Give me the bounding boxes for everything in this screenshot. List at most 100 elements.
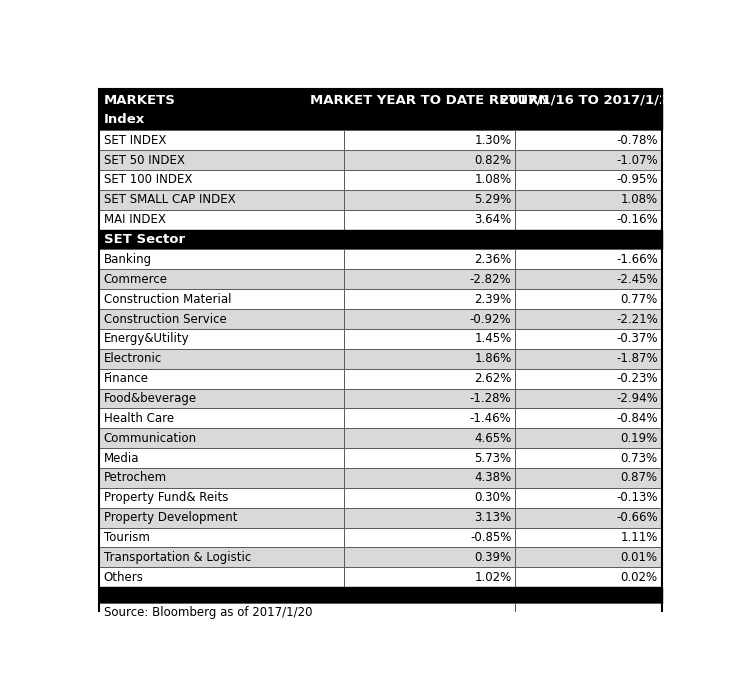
Bar: [515, 409, 662, 429]
Text: -0.84%: -0.84%: [616, 412, 657, 425]
Bar: [99, 250, 344, 270]
Bar: [99, 349, 344, 369]
Bar: [99, 270, 344, 289]
Text: -0.66%: -0.66%: [616, 511, 657, 524]
Text: Property Fund& Reits: Property Fund& Reits: [104, 491, 228, 504]
Bar: [344, 468, 515, 488]
Bar: [99, 89, 662, 130]
Bar: [99, 488, 344, 508]
Text: 0.82%: 0.82%: [474, 153, 511, 166]
Text: SET Sector: SET Sector: [104, 233, 185, 246]
Bar: [344, 250, 515, 270]
Bar: [515, 429, 662, 448]
Bar: [515, 389, 662, 409]
Bar: [99, 230, 662, 250]
Text: 0.87%: 0.87%: [620, 471, 657, 484]
Text: 1.45%: 1.45%: [474, 332, 511, 345]
Bar: [99, 130, 344, 150]
Text: 1.08%: 1.08%: [620, 193, 657, 206]
Text: 1.11%: 1.11%: [620, 531, 657, 544]
Text: 2017/1/16 TO 2017/1/20: 2017/1/16 TO 2017/1/20: [500, 94, 677, 107]
Bar: [515, 210, 662, 230]
Text: Property Development: Property Development: [104, 511, 237, 524]
Bar: [99, 409, 344, 429]
Text: SET 100 INDEX: SET 100 INDEX: [104, 173, 192, 186]
Text: SET 50 INDEX: SET 50 INDEX: [104, 153, 185, 166]
Text: -1.46%: -1.46%: [470, 412, 511, 425]
Bar: [515, 528, 662, 548]
Text: -1.07%: -1.07%: [616, 153, 657, 166]
Text: Banking: Banking: [104, 253, 151, 266]
Bar: [344, 289, 515, 309]
Bar: [344, 448, 515, 468]
Bar: [99, 150, 344, 170]
Bar: [344, 508, 515, 528]
Bar: [99, 429, 344, 448]
Bar: [515, 130, 662, 150]
Bar: [99, 389, 344, 409]
Bar: [99, 289, 344, 309]
Bar: [344, 389, 515, 409]
Bar: [99, 468, 344, 488]
Bar: [99, 190, 344, 210]
Bar: [515, 508, 662, 528]
Text: 0.39%: 0.39%: [474, 551, 511, 564]
Text: 1.02%: 1.02%: [474, 571, 511, 584]
Bar: [515, 448, 662, 468]
Text: Media: Media: [104, 451, 139, 464]
Text: 0.02%: 0.02%: [620, 571, 657, 584]
Bar: [99, 568, 344, 588]
Text: Communication: Communication: [104, 432, 197, 444]
Text: MARKET YEAR TO DATE RETURN: MARKET YEAR TO DATE RETURN: [309, 94, 549, 107]
Bar: [344, 170, 515, 190]
Text: 2.62%: 2.62%: [474, 372, 511, 385]
Text: -0.13%: -0.13%: [616, 491, 657, 504]
Text: 1.08%: 1.08%: [474, 173, 511, 186]
Bar: [99, 588, 662, 603]
Bar: [515, 289, 662, 309]
Bar: [515, 190, 662, 210]
Bar: [515, 369, 662, 389]
Text: 0.19%: 0.19%: [620, 432, 657, 444]
Bar: [99, 329, 344, 349]
Text: -1.66%: -1.66%: [616, 253, 657, 266]
Text: Tourism: Tourism: [104, 531, 149, 544]
Bar: [515, 329, 662, 349]
Text: 2.39%: 2.39%: [474, 292, 511, 305]
Text: 0.77%: 0.77%: [620, 292, 657, 305]
Text: 3.13%: 3.13%: [474, 511, 511, 524]
Text: 0.01%: 0.01%: [620, 551, 657, 564]
Bar: [99, 210, 344, 230]
Text: Transportation & Logistic: Transportation & Logistic: [104, 551, 251, 564]
Text: -0.78%: -0.78%: [616, 133, 657, 147]
Text: -2.21%: -2.21%: [616, 312, 657, 325]
Text: Construction Service: Construction Service: [104, 312, 226, 325]
Text: SET INDEX: SET INDEX: [104, 133, 166, 147]
Bar: [515, 349, 662, 369]
Bar: [344, 528, 515, 548]
Text: 1.86%: 1.86%: [474, 352, 511, 365]
Bar: [344, 568, 515, 588]
Text: Source: Bloomberg as of 2017/1/20: Source: Bloomberg as of 2017/1/20: [104, 606, 312, 619]
Text: -2.82%: -2.82%: [470, 273, 511, 286]
Bar: [515, 309, 662, 329]
Text: 5.29%: 5.29%: [474, 193, 511, 206]
Text: -0.85%: -0.85%: [470, 531, 511, 544]
Bar: [515, 170, 662, 190]
Text: MAI INDEX: MAI INDEX: [104, 213, 165, 226]
Bar: [515, 270, 662, 289]
Bar: [515, 548, 662, 568]
Text: MARKETS: MARKETS: [104, 94, 175, 107]
Bar: [515, 603, 662, 623]
Bar: [344, 349, 515, 369]
Bar: [344, 429, 515, 448]
Bar: [515, 468, 662, 488]
Text: Commerce: Commerce: [104, 273, 168, 286]
Text: -2.45%: -2.45%: [616, 273, 657, 286]
Bar: [344, 190, 515, 210]
Text: 4.65%: 4.65%: [474, 432, 511, 444]
Bar: [344, 130, 515, 150]
Text: -0.95%: -0.95%: [616, 173, 657, 186]
Text: Electronic: Electronic: [104, 352, 162, 365]
Bar: [344, 210, 515, 230]
